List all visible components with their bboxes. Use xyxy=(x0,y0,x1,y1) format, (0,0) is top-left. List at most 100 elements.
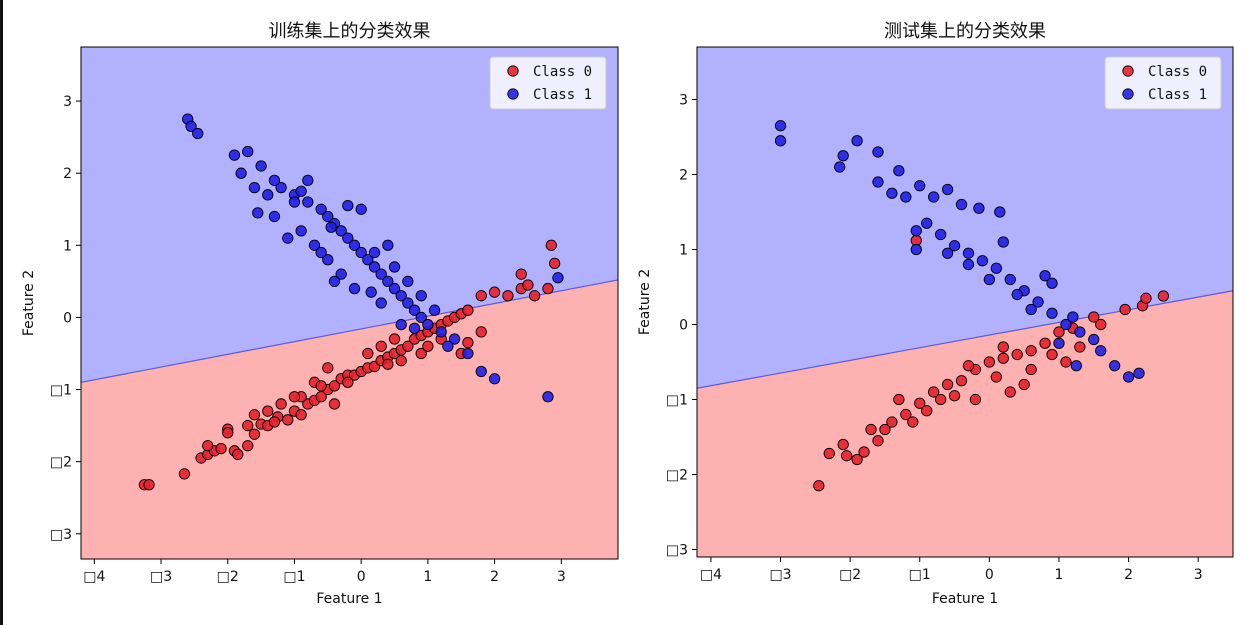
class-1-point xyxy=(428,304,441,316)
class-1-point xyxy=(1046,277,1058,289)
class-1-point xyxy=(928,191,940,203)
x-tick-label: 3 xyxy=(1194,567,1203,583)
class-0-point xyxy=(955,375,968,387)
class-1-point xyxy=(315,246,327,259)
class-1-point xyxy=(408,322,421,334)
class-1-point xyxy=(228,149,241,161)
class-1-point xyxy=(415,311,427,324)
y-tick-label: 0 xyxy=(679,318,688,334)
class-1-point xyxy=(976,255,989,267)
class-0-point xyxy=(1046,348,1058,361)
class-1-point xyxy=(1004,273,1016,286)
class-0-point xyxy=(823,447,835,460)
class-0-point xyxy=(900,408,912,421)
y-tick-label: □1 xyxy=(50,383,72,399)
class-1-point xyxy=(997,236,1009,248)
class-1-point xyxy=(973,202,985,214)
class-1-point xyxy=(941,183,954,196)
class-0-point xyxy=(813,480,825,492)
class-0-point xyxy=(143,479,155,491)
class-1-point xyxy=(1053,337,1065,349)
class-0-point xyxy=(545,239,557,251)
y-tick-label: 2 xyxy=(63,166,72,182)
class-0-point xyxy=(941,378,954,391)
class-1-point xyxy=(914,180,926,192)
x-tick-label: 1 xyxy=(423,569,432,585)
class-0-point xyxy=(422,340,434,352)
class-0-point xyxy=(232,448,244,461)
class-1-point xyxy=(1095,345,1107,357)
class-1-point xyxy=(252,207,264,219)
y-tick-label: 2 xyxy=(679,168,688,184)
class-1-point xyxy=(552,272,564,284)
y-tick-label: 0 xyxy=(63,310,72,326)
class-0-point xyxy=(962,360,975,372)
chart-panel-2: □4 □3 □2 □1 0 1 2 3 □3 □2 □1 0 1 2 3 测试集上的分类效果 Feature 1… xyxy=(637,21,1234,607)
class-1-point xyxy=(1070,360,1083,372)
class-1-point xyxy=(948,240,961,252)
x-tick-label: 3 xyxy=(557,569,566,585)
points-layer xyxy=(774,120,1170,492)
class-1-point xyxy=(435,326,447,338)
class-1-region xyxy=(697,47,1233,389)
class-1-point xyxy=(235,167,247,179)
class-1-point xyxy=(962,258,975,271)
class-1-point xyxy=(185,120,197,132)
y-axis-label: Feature 2 xyxy=(637,269,653,335)
class-1-point xyxy=(295,185,307,197)
class-1-point xyxy=(322,210,334,223)
class-1-point xyxy=(382,239,394,251)
plot-frame xyxy=(696,46,1234,558)
legend-label-class-0: Class 0 xyxy=(533,64,592,80)
class-1-point xyxy=(1032,296,1044,308)
class-1-point xyxy=(262,189,274,201)
class-0-point xyxy=(375,340,387,352)
legend-marker-class-0 xyxy=(1122,65,1134,77)
class-1-point xyxy=(1109,360,1121,372)
class-1-point xyxy=(851,135,863,147)
class-1-point xyxy=(990,262,1002,274)
class-0-point xyxy=(522,279,534,291)
class-0-point xyxy=(1039,337,1051,349)
class-1-point xyxy=(268,210,281,223)
class-0-point xyxy=(872,435,884,447)
class-0-point xyxy=(322,362,334,374)
class-0-point xyxy=(928,386,940,398)
legend-label-class-0: Class 0 xyxy=(1148,64,1207,80)
legend-marker-class-1 xyxy=(507,88,519,100)
class-1-point xyxy=(242,145,254,158)
class-1-point xyxy=(368,246,381,259)
class-1-point xyxy=(900,191,912,203)
class-1-point xyxy=(355,246,367,259)
class-0-point xyxy=(997,341,1009,353)
class-1-point xyxy=(268,174,281,187)
class-1-point xyxy=(774,135,787,147)
class-0-point xyxy=(328,380,341,392)
class-0-point xyxy=(262,405,274,417)
class-1-point xyxy=(921,217,933,229)
class-0-region xyxy=(697,290,1233,557)
class-0-point xyxy=(914,397,926,409)
class-1-point xyxy=(910,243,922,256)
class-0-region xyxy=(81,279,618,559)
class-0-point xyxy=(315,380,327,392)
class-1-point xyxy=(1011,288,1023,301)
class-0-point xyxy=(488,286,501,298)
class-1-point xyxy=(302,196,314,208)
class-1-point xyxy=(315,203,327,215)
chart-title: 训练集上的分类效果 xyxy=(269,21,431,42)
x-tick-label: 2 xyxy=(490,569,499,585)
class-1-point xyxy=(328,275,341,288)
class-0-point xyxy=(242,440,254,452)
class-0-point xyxy=(1060,356,1072,368)
class-0-point xyxy=(382,358,394,370)
legend-label-class-1: Class 1 xyxy=(533,87,592,103)
class-0-point xyxy=(886,416,898,428)
x-tick-label: 1 xyxy=(1055,567,1064,583)
class-1-point xyxy=(774,120,787,132)
class-1-point xyxy=(1039,270,1051,282)
class-0-point xyxy=(990,371,1002,383)
class-1-point xyxy=(348,282,361,295)
class-0-point xyxy=(851,453,863,466)
class-1-point xyxy=(834,161,846,173)
